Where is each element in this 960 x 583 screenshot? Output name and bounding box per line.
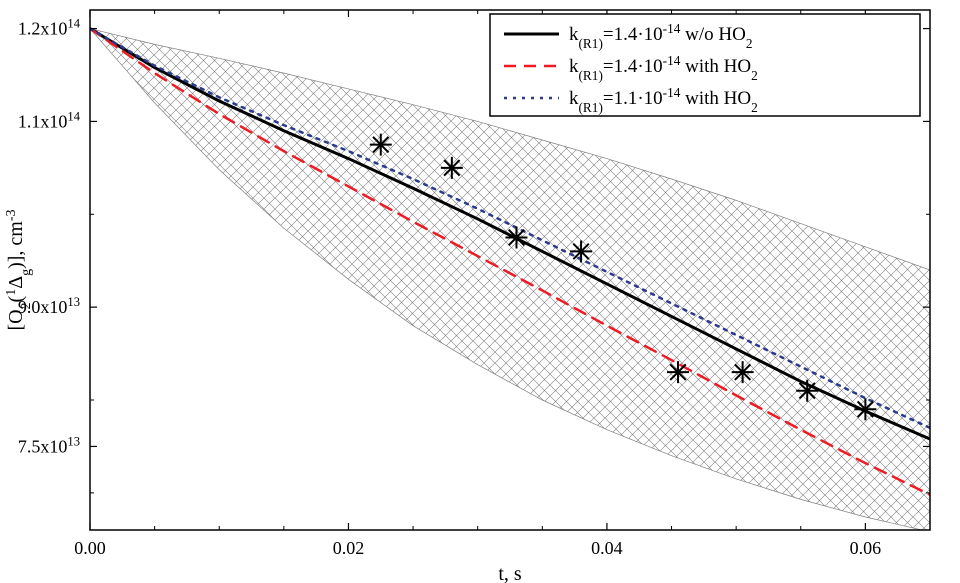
x-axis-label: t, s	[498, 563, 522, 583]
data-point	[796, 380, 818, 402]
data-point	[667, 361, 689, 383]
svg-text:1.2x1014: 1.2x1014	[18, 17, 81, 39]
svg-text:1.1x1014: 1.1x1014	[18, 109, 81, 131]
decay-chart: 0.000.020.040.067.5x10139.0x10131.1x1014…	[0, 0, 960, 583]
svg-text:0.04: 0.04	[591, 538, 623, 558]
data-point	[505, 227, 527, 249]
svg-text:0.06: 0.06	[850, 538, 882, 558]
svg-text:0.00: 0.00	[74, 538, 106, 558]
data-point	[570, 240, 592, 262]
svg-text:0.02: 0.02	[333, 538, 365, 558]
data-point	[370, 134, 392, 156]
data-point	[854, 398, 876, 420]
svg-text:7.5x1013: 7.5x1013	[18, 434, 80, 456]
data-point	[441, 157, 463, 179]
data-point	[732, 361, 754, 383]
